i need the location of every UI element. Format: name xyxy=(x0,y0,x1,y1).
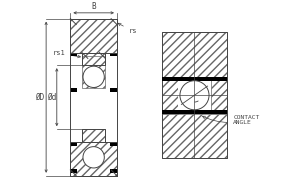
Bar xyxy=(70,19,117,53)
Text: rs: rs xyxy=(118,23,137,34)
Text: Ød: Ød xyxy=(46,93,56,102)
Bar xyxy=(211,110,227,114)
Bar xyxy=(70,169,77,173)
Circle shape xyxy=(83,147,104,168)
Bar xyxy=(110,53,117,56)
Bar xyxy=(110,169,117,173)
Bar xyxy=(161,77,227,81)
Bar xyxy=(82,129,105,142)
Bar xyxy=(70,19,117,176)
Bar xyxy=(211,77,227,81)
Text: B: B xyxy=(91,2,96,11)
Bar xyxy=(161,114,227,158)
Bar xyxy=(161,110,227,114)
Bar xyxy=(161,32,227,158)
Bar xyxy=(161,32,227,77)
Circle shape xyxy=(180,81,209,110)
Bar xyxy=(110,89,117,92)
Bar xyxy=(70,89,77,92)
Text: CONTACT
ANGLE: CONTACT ANGLE xyxy=(202,115,260,125)
Bar xyxy=(70,53,77,56)
Bar xyxy=(211,77,227,114)
Bar xyxy=(70,142,117,176)
Bar xyxy=(161,77,178,114)
Bar xyxy=(70,19,117,53)
Bar xyxy=(178,77,211,114)
Bar xyxy=(82,56,105,89)
Text: ØD: ØD xyxy=(35,93,44,102)
Bar xyxy=(110,142,117,146)
Bar xyxy=(161,77,178,81)
Bar xyxy=(82,129,105,142)
Bar xyxy=(82,146,105,169)
Circle shape xyxy=(83,66,104,87)
Bar xyxy=(82,53,105,65)
Bar xyxy=(70,142,117,176)
Bar xyxy=(82,53,105,65)
Bar xyxy=(161,110,178,114)
Bar xyxy=(70,142,77,146)
Text: rs1: rs1 xyxy=(53,51,80,58)
